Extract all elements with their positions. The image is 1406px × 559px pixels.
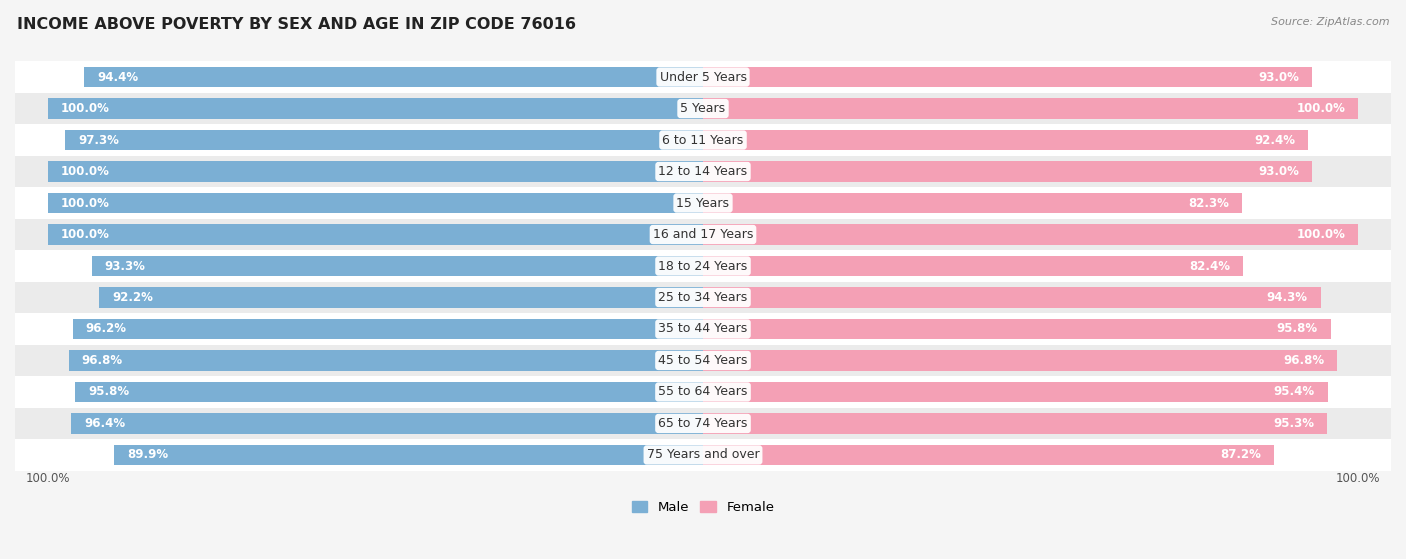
- Bar: [703, 224, 1358, 245]
- Bar: [703, 350, 1337, 371]
- Text: 100.0%: 100.0%: [60, 228, 110, 241]
- Bar: [0, 93, 1406, 124]
- Text: 100.0%: 100.0%: [1296, 102, 1346, 115]
- Text: 100.0%: 100.0%: [25, 472, 70, 485]
- Text: 96.4%: 96.4%: [84, 417, 125, 430]
- Bar: [0, 313, 1406, 345]
- Text: 55 to 64 Years: 55 to 64 Years: [658, 386, 748, 399]
- Text: 93.0%: 93.0%: [1258, 70, 1299, 83]
- Text: 65 to 74 Years: 65 to 74 Years: [658, 417, 748, 430]
- Bar: [703, 382, 1329, 402]
- Text: INCOME ABOVE POVERTY BY SEX AND AGE IN ZIP CODE 76016: INCOME ABOVE POVERTY BY SEX AND AGE IN Z…: [17, 17, 576, 32]
- Text: 16 and 17 Years: 16 and 17 Years: [652, 228, 754, 241]
- Text: 95.8%: 95.8%: [1277, 323, 1317, 335]
- Text: 87.2%: 87.2%: [1220, 448, 1261, 462]
- Bar: [76, 382, 703, 402]
- Bar: [703, 130, 1309, 150]
- Bar: [48, 193, 703, 213]
- Text: 35 to 44 Years: 35 to 44 Years: [658, 323, 748, 335]
- Bar: [48, 162, 703, 182]
- Bar: [0, 61, 1406, 93]
- Bar: [91, 256, 703, 276]
- Bar: [703, 445, 1274, 465]
- Text: 92.2%: 92.2%: [112, 291, 153, 304]
- Text: 18 to 24 Years: 18 to 24 Years: [658, 259, 748, 272]
- Text: 5 Years: 5 Years: [681, 102, 725, 115]
- Bar: [48, 224, 703, 245]
- Text: 75 Years and over: 75 Years and over: [647, 448, 759, 462]
- Legend: Male, Female: Male, Female: [626, 495, 780, 519]
- Bar: [0, 439, 1406, 471]
- Bar: [84, 67, 703, 87]
- Bar: [0, 376, 1406, 408]
- Text: 100.0%: 100.0%: [60, 102, 110, 115]
- Text: 95.4%: 95.4%: [1274, 386, 1315, 399]
- Text: 96.2%: 96.2%: [86, 323, 127, 335]
- Text: 82.3%: 82.3%: [1188, 197, 1229, 210]
- Bar: [0, 187, 1406, 219]
- Text: 94.3%: 94.3%: [1267, 291, 1308, 304]
- Text: 95.3%: 95.3%: [1274, 417, 1315, 430]
- Bar: [703, 67, 1312, 87]
- Text: 82.4%: 82.4%: [1189, 259, 1230, 272]
- Bar: [0, 219, 1406, 250]
- Text: 12 to 14 Years: 12 to 14 Years: [658, 165, 748, 178]
- Bar: [0, 156, 1406, 187]
- Text: 94.4%: 94.4%: [97, 70, 139, 83]
- Text: 100.0%: 100.0%: [60, 197, 110, 210]
- Bar: [73, 319, 703, 339]
- Bar: [0, 124, 1406, 156]
- Bar: [703, 162, 1312, 182]
- Bar: [703, 319, 1330, 339]
- Text: 100.0%: 100.0%: [1296, 228, 1346, 241]
- Text: 15 Years: 15 Years: [676, 197, 730, 210]
- Bar: [66, 130, 703, 150]
- Bar: [114, 445, 703, 465]
- Text: 96.8%: 96.8%: [1284, 354, 1324, 367]
- Bar: [69, 350, 703, 371]
- Bar: [703, 193, 1243, 213]
- Text: Under 5 Years: Under 5 Years: [659, 70, 747, 83]
- Bar: [0, 282, 1406, 313]
- Text: 45 to 54 Years: 45 to 54 Years: [658, 354, 748, 367]
- Bar: [0, 345, 1406, 376]
- Text: 25 to 34 Years: 25 to 34 Years: [658, 291, 748, 304]
- Text: 92.4%: 92.4%: [1254, 134, 1295, 146]
- Text: 93.0%: 93.0%: [1258, 165, 1299, 178]
- Text: 95.8%: 95.8%: [89, 386, 129, 399]
- Text: 100.0%: 100.0%: [60, 165, 110, 178]
- Text: 89.9%: 89.9%: [127, 448, 169, 462]
- Bar: [98, 287, 703, 307]
- Bar: [703, 256, 1243, 276]
- Bar: [703, 287, 1320, 307]
- Bar: [0, 408, 1406, 439]
- Text: 96.8%: 96.8%: [82, 354, 122, 367]
- Bar: [72, 413, 703, 434]
- Text: 97.3%: 97.3%: [79, 134, 120, 146]
- Bar: [48, 98, 703, 119]
- Bar: [0, 250, 1406, 282]
- Bar: [703, 413, 1327, 434]
- Text: Source: ZipAtlas.com: Source: ZipAtlas.com: [1271, 17, 1389, 27]
- Text: 6 to 11 Years: 6 to 11 Years: [662, 134, 744, 146]
- Text: 100.0%: 100.0%: [1336, 472, 1381, 485]
- Bar: [703, 98, 1358, 119]
- Text: 93.3%: 93.3%: [105, 259, 146, 272]
